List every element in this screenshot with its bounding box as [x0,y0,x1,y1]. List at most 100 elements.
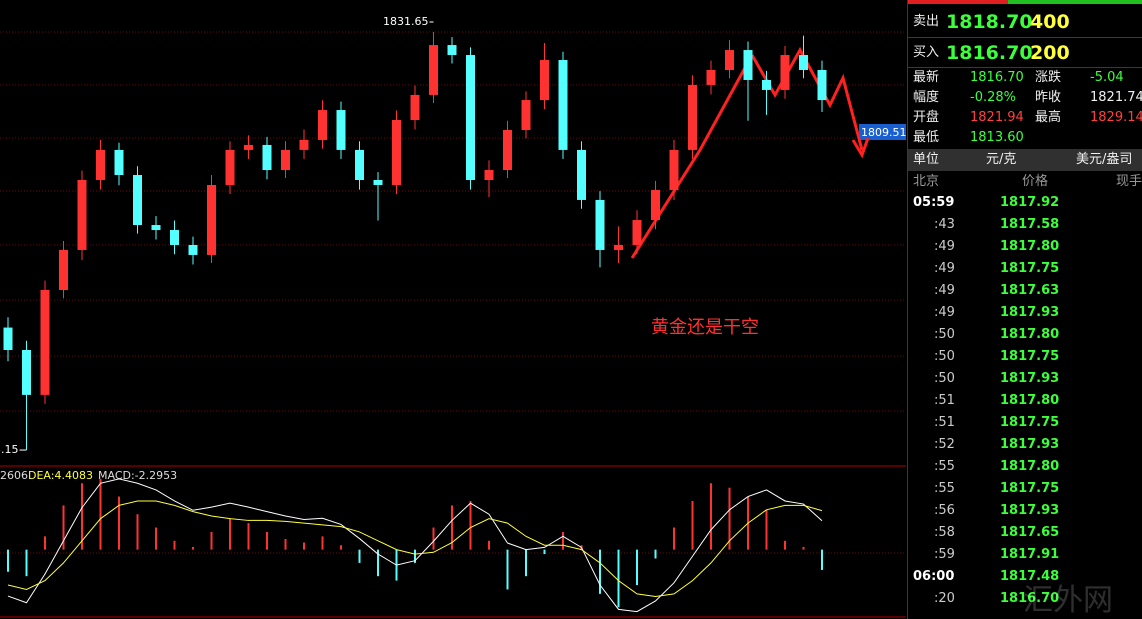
tick-price: 1817.75 [1000,481,1060,496]
header-price: 价格 [1022,174,1049,189]
tick-price: 1817.80 [1000,327,1060,342]
tick-price: 1817.92 [1000,195,1060,210]
sell-row: 卖出 1818.70 400 [908,8,1142,36]
tick-price: 1817.91 [1000,547,1060,562]
candle-body [743,50,753,80]
candle-body [706,69,716,85]
stat-label: 昨收 [1035,90,1062,105]
candle-body [170,230,179,245]
tick-row: :59 1817.91 [908,544,1142,566]
candle-body [355,149,364,181]
candle-body [614,244,623,250]
unit-usd[interactable]: 美元/盎司 [1076,152,1133,167]
tick-price: 1817.93 [1000,437,1060,452]
tick-time: :43 [934,217,955,232]
unit-label: 单位 [913,152,940,167]
bid-bar [908,0,1008,4]
tick-row: :55 1817.80 [908,456,1142,478]
tick-row: :52 1817.93 [908,434,1142,456]
stat-label: 最新 [913,70,940,85]
candle-body [799,55,808,70]
candle-body [59,249,68,291]
header-volume: 现手 [1116,174,1142,189]
stat-label: 最高 [1035,110,1062,125]
tick-header: 北京 价格 现手 [908,171,1142,193]
tick-price: 1817.58 [1000,217,1060,232]
candle-body [114,149,124,176]
candle-body [466,55,475,181]
sell-label: 卖出 [913,14,940,29]
tick-time: :51 [934,393,955,408]
candle-body [540,60,549,101]
tick-row: :49 1817.80 [908,236,1142,258]
stat-value: 1821.94 [970,110,1024,125]
candle-body [40,290,50,395]
candle-body [595,199,605,250]
buy-price: 1816.70 [946,42,1033,64]
tick-time: :52 [934,437,955,452]
tick-row: :50 1817.80 [908,324,1142,346]
candle-body [133,175,142,226]
tick-row: :49 1817.75 [908,258,1142,280]
stat-label: 开盘 [913,110,940,125]
tick-time: :55 [934,481,955,496]
candle-body [188,244,198,255]
tick-time: 06:00 [913,569,955,584]
candle-body [392,120,401,185]
tick-price: 1817.80 [1000,393,1060,408]
candle-body [299,139,309,150]
stat-value: 1821.74 [1090,90,1142,105]
candle-body [244,144,253,150]
tick-price: 1817.93 [1000,305,1060,320]
tick-time: :56 [934,503,955,518]
tick-price: 1817.75 [1000,349,1060,364]
tick-time: :50 [934,349,955,364]
dif-label: 2606 [0,469,28,482]
macd-label: MACD:-2.2953 [98,469,177,482]
stat-row: 幅度 -0.28% 昨收 1821.74 [908,88,1142,108]
tick-price: 1817.48 [1000,569,1060,584]
candle-body [225,149,235,185]
tick-row: :51 1817.75 [908,412,1142,434]
candle-body [336,110,346,150]
tick-row: 05:59 1817.92 [908,192,1142,214]
unit-cny: 元/克 [986,152,1017,167]
price-tag-bg [859,124,906,140]
tick-row: 06:00 1817.48 [908,566,1142,588]
stat-label: 幅度 [913,90,940,105]
tick-row: :49 1817.93 [908,302,1142,324]
tick-price: 1817.80 [1000,459,1060,474]
tick-row: :20 1816.70 [908,588,1142,610]
tick-time: :58 [934,525,955,540]
dea-label: DEA:4.4083 [28,469,93,482]
candle-body [762,79,771,90]
candle-body [77,180,87,250]
unit-row: 单位 元/克 美元/盎司 [908,149,1142,171]
candle-body [151,225,161,231]
chart: 黄金还是干空 2606 DEA:4.4083 MACD:-2.2953 1809… [0,15,906,618]
candle-body [262,144,272,171]
stat-row: 最新 1816.70 涨跌 -5.04 [908,68,1142,88]
candle-body [410,94,420,121]
candle-body [632,220,642,245]
stat-row: 最低 1813.60 [908,128,1142,148]
stat-value: 1829.14 [1090,110,1142,125]
buy-volume: 200 [1030,42,1070,64]
candle-body [780,55,790,90]
tick-time: :59 [934,547,955,562]
candle-body [688,84,697,150]
tick-row: :43 1817.58 [908,214,1142,236]
tick-price: 1817.75 [1000,415,1060,430]
tick-time: :49 [934,283,955,298]
tick-time: :49 [934,305,955,320]
tick-row: :50 1817.93 [908,368,1142,390]
stat-value: 1813.60 [970,130,1024,145]
candle-body [558,60,568,150]
buy-row: 买入 1816.70 200 [908,39,1142,67]
tick-row: :55 1817.75 [908,478,1142,500]
trend-arrows [630,46,870,259]
price-tag: 1809.51 [861,126,906,139]
candle-body [725,50,734,70]
tick-price: 1817.65 [1000,525,1060,540]
tick-price: 1817.93 [1000,503,1060,518]
